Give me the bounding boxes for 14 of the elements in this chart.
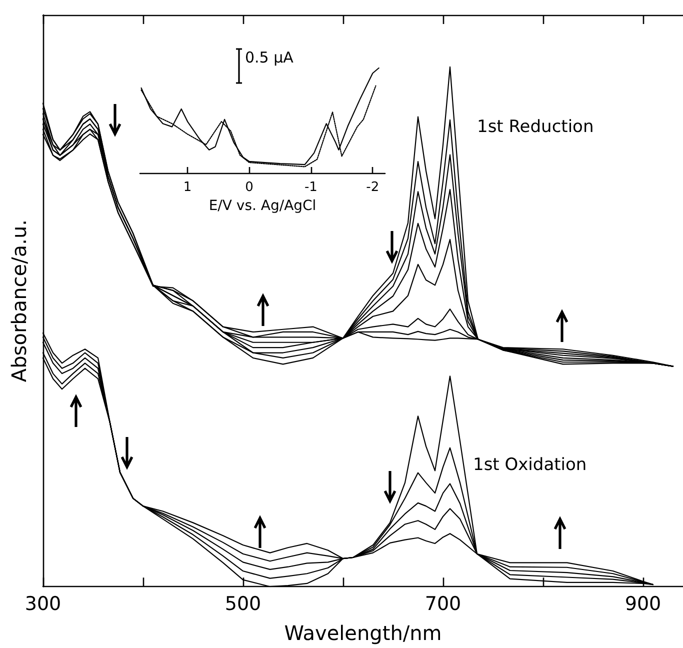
y-axis-title: Absorbance/a.u.: [7, 220, 31, 382]
x-tick-label: 500: [224, 593, 262, 616]
x-axis-title: E/V vs. Ag/AgCl: [208, 198, 316, 214]
x-tick-label: 0: [245, 180, 254, 195]
x-tick-label: 900: [624, 593, 662, 616]
x-tick-label: -1: [304, 180, 318, 195]
x-axis-title: Wavelength/nm: [284, 621, 442, 645]
text: 0.5 μA: [245, 48, 294, 66]
annotation: 1st Reduction: [477, 117, 594, 137]
x-tick-label: 1: [183, 180, 192, 195]
annotation: 1st Oxidation: [473, 455, 587, 475]
x-tick-label: 300: [24, 593, 62, 616]
x-tick-label: 700: [424, 593, 462, 616]
x-tick-label: -2: [366, 180, 380, 195]
